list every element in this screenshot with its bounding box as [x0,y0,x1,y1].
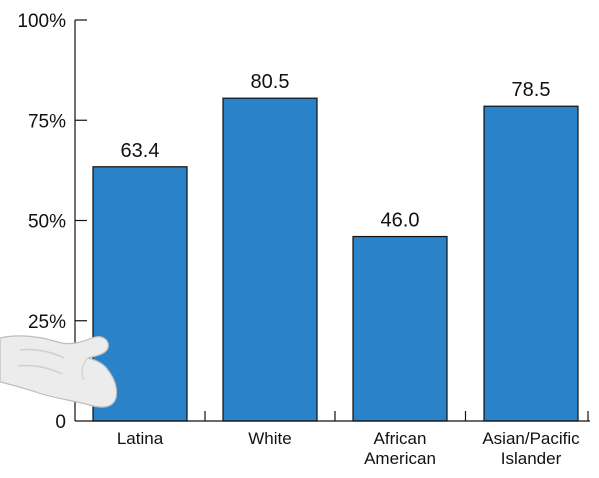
y-axis: 0 25% 50% 75% 100% [17,11,87,433]
bar-value-label: 78.5 [512,79,551,101]
y-tick-label: 100% [17,11,66,32]
bars [92,97,579,422]
y-tick-label: 75% [28,111,66,132]
x-category-label-line: White [248,429,291,448]
x-category-label-line: American [364,449,436,468]
y-tick-label: 0 [55,412,66,433]
bar [483,105,579,422]
x-category-label: White [248,429,291,448]
pointing-hand-icon [0,335,118,408]
x-category-label-line: Islander [501,449,562,468]
bar-value-label: 46.0 [381,210,420,232]
bar-value-label: 80.5 [251,71,290,93]
x-category-label-line: African [374,429,427,448]
x-category-label: Asian/Pacific Islander [482,429,580,468]
y-tick-label: 50% [28,212,66,233]
x-category-label: Latina [117,429,164,448]
value-labels: 63.4 80.5 46.0 78.5 [121,71,551,231]
y-tick-label: 25% [28,312,66,333]
bar [222,97,318,422]
x-category-label-line: Asian/Pacific [482,429,580,448]
x-category-label-line: Latina [117,429,164,448]
bar-value-label: 63.4 [121,140,160,162]
bar [352,235,448,422]
x-category-label: African American [364,429,436,468]
x-axis: Latina White African American Asian/Pacific I… [75,411,590,468]
